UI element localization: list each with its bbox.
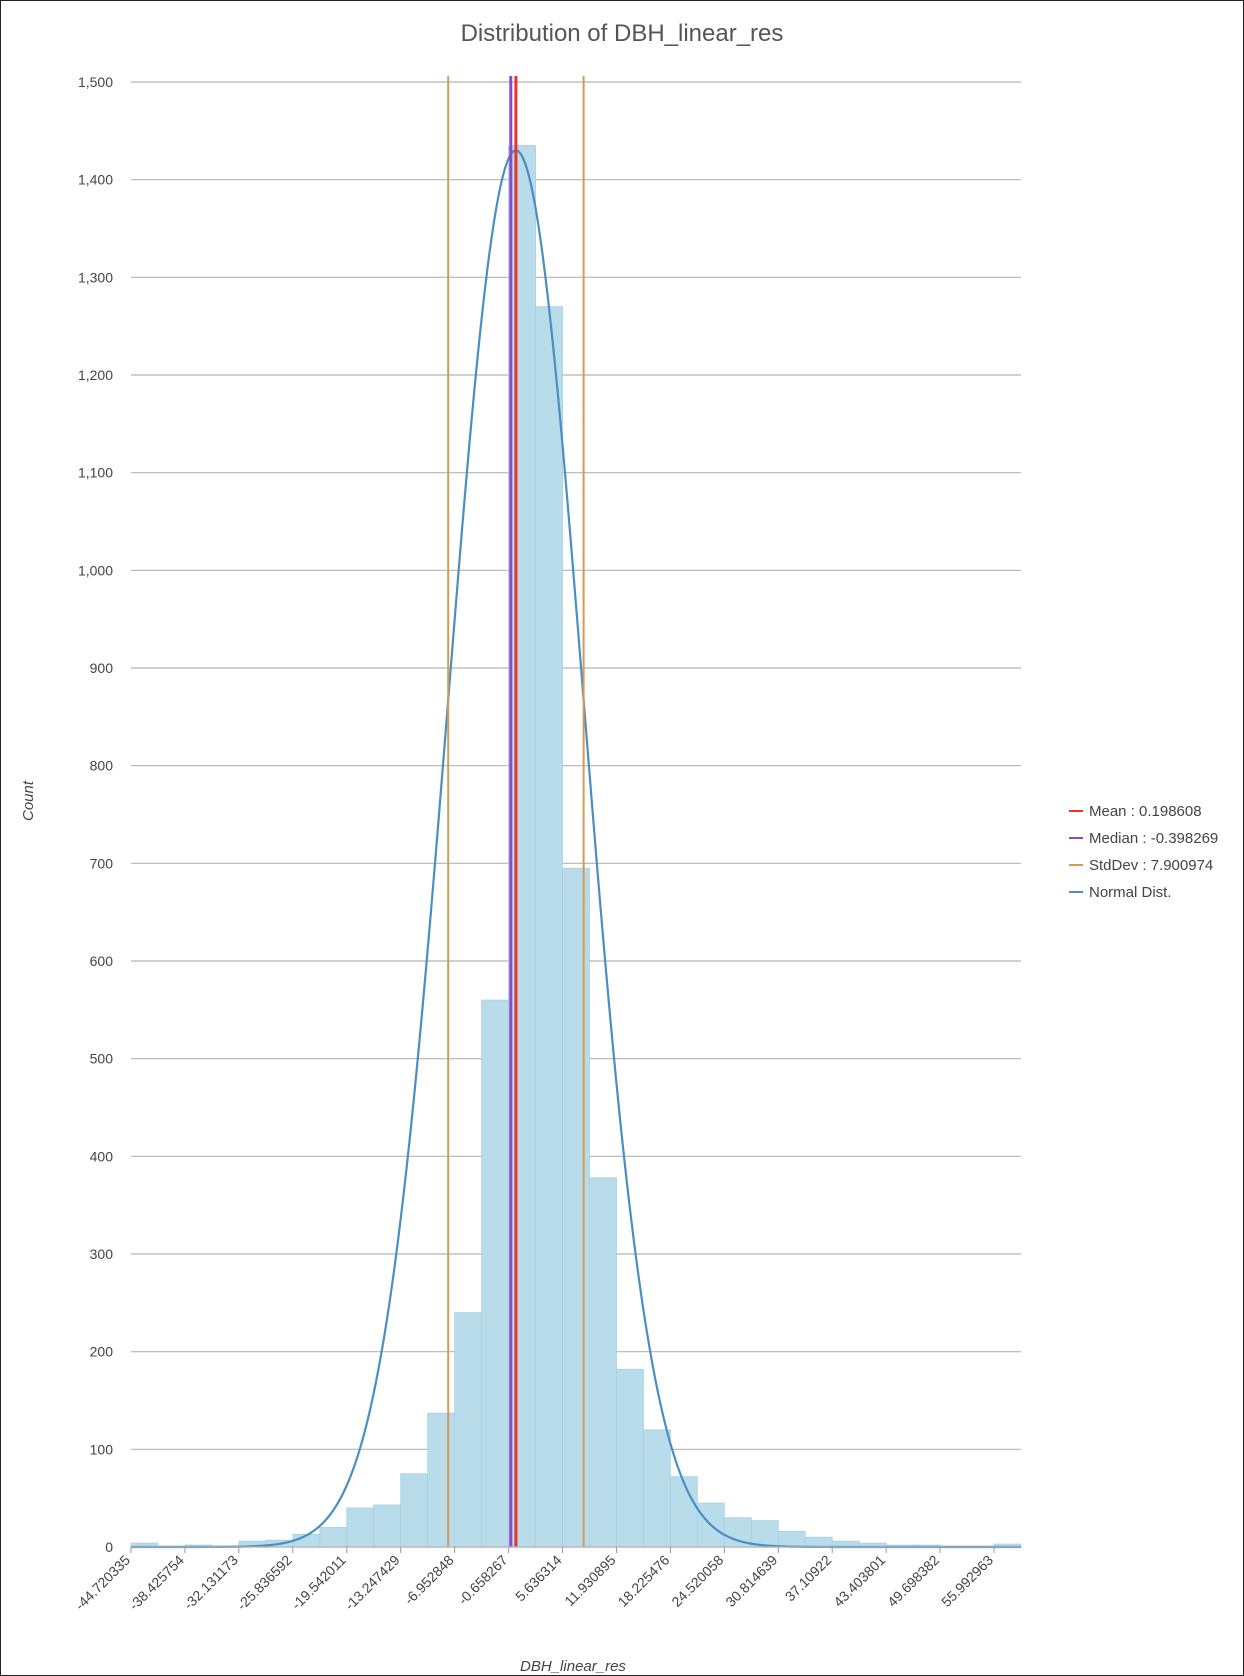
histogram-bar — [535, 306, 563, 1548]
histogram-bar — [427, 1412, 456, 1548]
histogram-bar — [400, 1473, 429, 1548]
x-tick-label: -6.952848 — [401, 1552, 457, 1608]
x-tick-label: -44.720335 — [72, 1552, 134, 1614]
y-tick-label: 600 — [90, 953, 114, 969]
x-tick-label: 24.520058 — [668, 1552, 726, 1610]
histogram-bar — [589, 1177, 617, 1548]
histogram-bar — [454, 1312, 483, 1548]
x-tick-label: -13.247429 — [341, 1552, 403, 1614]
x-tick-label: -32.131173 — [180, 1552, 241, 1613]
y-tick-label: 1,000 — [78, 562, 113, 578]
histogram-bar — [508, 145, 536, 1548]
y-tick-label: 200 — [90, 1344, 114, 1360]
legend-label: StdDev : 7.900974 — [1089, 857, 1213, 874]
histogram-bar — [481, 999, 509, 1548]
bars-layer — [130, 145, 1022, 1548]
histogram-bar — [373, 1504, 402, 1548]
x-tick-label: -25.836592 — [234, 1552, 296, 1614]
histogram-bar — [319, 1527, 348, 1548]
y-tick-label: 300 — [90, 1246, 114, 1262]
y-tick-label: 1,500 — [78, 74, 113, 90]
histogram-bar — [346, 1507, 375, 1548]
y-tick-label: 0 — [105, 1539, 113, 1555]
y-tick-label: 100 — [90, 1441, 114, 1457]
reference-lines-layer — [447, 76, 585, 1547]
x-tick-label: 18.225476 — [614, 1552, 672, 1610]
x-tick-label: -0.658267 — [455, 1552, 511, 1608]
x-tick-label: 11.930895 — [561, 1552, 619, 1610]
histogram-bar — [804, 1536, 833, 1548]
legend-label: Median : -0.398269 — [1089, 830, 1218, 847]
histogram-bar — [750, 1520, 779, 1548]
y-tick-label: 800 — [90, 758, 114, 774]
x-tick-label: 49.698382 — [884, 1552, 942, 1610]
x-tick-label: 30.814639 — [722, 1552, 780, 1610]
histogram-bar — [562, 867, 590, 1548]
y-tick-label: 1,100 — [78, 465, 113, 481]
y-tick-label: 1,200 — [78, 367, 113, 383]
y-tick-label: 1,300 — [78, 269, 113, 285]
legend: Mean : 0.198608 Median : -0.398269 StdDev … — [1069, 803, 1218, 901]
y-tick-label: 400 — [90, 1148, 114, 1164]
histogram-bar — [616, 1368, 644, 1548]
histogram-bar — [643, 1429, 671, 1548]
x-tick-label: 5.636314 — [512, 1552, 565, 1605]
histogram-bar — [777, 1530, 806, 1548]
y-tick-label: 1,400 — [78, 172, 113, 188]
y-tick-label: 900 — [90, 660, 114, 676]
y-tick-label: 500 — [90, 1051, 114, 1067]
x-tick-label: -38.425754 — [126, 1552, 188, 1614]
histogram-bar — [669, 1476, 698, 1548]
legend-label: Mean : 0.198608 — [1089, 803, 1202, 820]
x-tick-label: 55.992963 — [938, 1552, 996, 1610]
x-tick-label: -19.542011 — [288, 1552, 349, 1613]
x-tick-label: 43.403801 — [830, 1552, 888, 1610]
x-tick-label: 37.10922 — [782, 1552, 835, 1605]
y-tick-label: 700 — [90, 855, 114, 871]
x-axis-label: DBH_linear_res — [520, 1658, 626, 1675]
chart-title: Distribution of DBH_linear_res — [461, 20, 784, 47]
y-axis-label: Count — [20, 780, 37, 821]
legend-label: Normal Dist. — [1089, 884, 1172, 901]
